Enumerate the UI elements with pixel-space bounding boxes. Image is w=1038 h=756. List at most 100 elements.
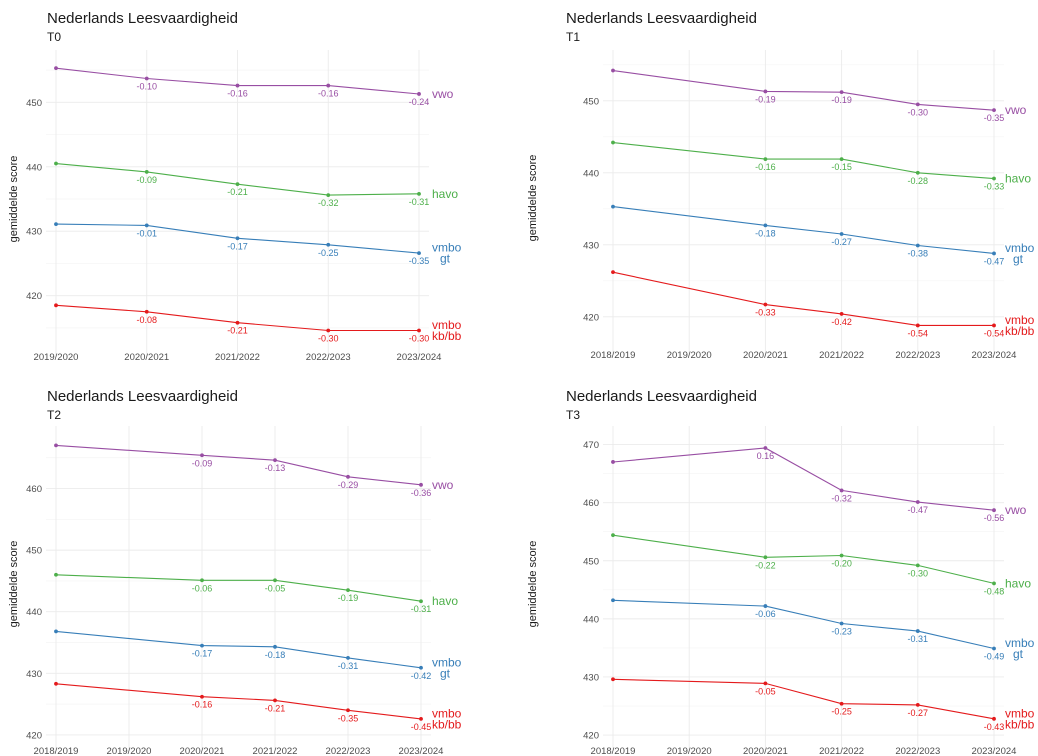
data-label: -0.45 xyxy=(411,722,432,732)
data-point xyxy=(54,629,58,634)
data-label: -0.30 xyxy=(318,333,339,343)
x-tick-label: 2022/2023 xyxy=(895,746,940,756)
data-point xyxy=(235,83,240,88)
data-label: -0.15 xyxy=(831,162,852,172)
data-point xyxy=(144,309,149,314)
data-point xyxy=(839,232,844,236)
data-label: -0.31 xyxy=(908,634,929,644)
series-line-vmbo-gt xyxy=(612,599,995,650)
x-tick-label: 2021/2022 xyxy=(253,746,298,756)
data-label: -0.33 xyxy=(755,308,776,318)
data-point xyxy=(992,646,996,651)
data-label: -0.05 xyxy=(265,583,286,593)
data-label: -0.20 xyxy=(831,559,852,569)
data-point xyxy=(200,578,204,583)
data-label: -0.32 xyxy=(831,493,852,503)
data-label: -0.21 xyxy=(227,326,248,336)
chart-panel-t2: 420 430 440 450 460 2018/2019 2019/2020 2020/20… xyxy=(0,378,519,756)
data-point xyxy=(915,323,920,328)
data-point xyxy=(992,716,996,721)
data-point xyxy=(992,108,996,113)
y-tick-label: 450 xyxy=(583,96,599,107)
data-label: 0.16 xyxy=(757,451,775,461)
data-point xyxy=(915,563,920,568)
data-label: -0.06 xyxy=(755,609,776,619)
series-label: vwo xyxy=(1005,503,1027,517)
y-tick-label: 440 xyxy=(26,607,42,618)
x-tick-label: 2020/2021 xyxy=(124,352,169,363)
data-label: -0.25 xyxy=(318,248,339,258)
data-point xyxy=(346,656,350,660)
data-point xyxy=(54,222,58,227)
data-point xyxy=(200,694,204,699)
data-label: -0.19 xyxy=(831,95,852,105)
series-line-vwo xyxy=(612,447,995,511)
chart-subtitle: T3 xyxy=(566,408,580,422)
x-tick-label: 2020/2021 xyxy=(743,746,788,756)
data-point xyxy=(54,66,58,71)
data-label: -0.01 xyxy=(136,228,157,238)
y-tick-label: 450 xyxy=(26,546,42,557)
y-tick-label: 430 xyxy=(583,240,599,251)
data-point xyxy=(839,312,844,316)
data-point xyxy=(417,328,421,333)
x-tick-label: 2019/2020 xyxy=(667,746,712,756)
data-point xyxy=(611,140,615,145)
chart-panel-t0: 420 430 440 450 2019/2020 2020/2021 2021/2022 2… xyxy=(0,0,519,378)
data-point xyxy=(915,243,920,248)
data-label: -0.16 xyxy=(755,162,776,172)
y-tick-label: 450 xyxy=(26,98,42,109)
data-label: -0.16 xyxy=(318,89,339,99)
data-point xyxy=(54,161,58,166)
data-label: -0.16 xyxy=(227,89,248,99)
data-label: -0.18 xyxy=(265,650,286,660)
data-label: -0.56 xyxy=(984,513,1005,523)
data-point xyxy=(200,643,204,648)
data-label: -0.49 xyxy=(984,652,1005,662)
data-point xyxy=(839,488,844,493)
data-label: -0.13 xyxy=(265,463,286,473)
series-label: havo xyxy=(432,187,458,201)
data-label: -0.17 xyxy=(192,649,213,659)
y-tick-label: 450 xyxy=(583,556,599,567)
x-tick-label: 2021/2022 xyxy=(819,746,864,756)
data-label: -0.21 xyxy=(227,187,248,197)
data-point xyxy=(273,698,277,703)
series-line-vwo xyxy=(55,444,422,486)
data-point xyxy=(915,500,920,504)
y-tick-label: 430 xyxy=(583,672,599,683)
series-label: vwo xyxy=(432,87,454,101)
y-tick-label: 440 xyxy=(26,162,42,173)
series-label: vmbo gt xyxy=(432,241,462,266)
x-tick-label: 2022/2023 xyxy=(306,352,351,363)
data-label: -0.47 xyxy=(908,505,929,515)
data-label: -0.19 xyxy=(755,94,776,104)
chart-title: Nederlands Leesvaardigheid xyxy=(566,388,757,405)
data-point xyxy=(235,182,240,187)
data-point xyxy=(419,599,423,604)
data-label: -0.54 xyxy=(908,328,929,338)
y-axis-label: gemiddelde score xyxy=(527,155,539,242)
x-tick-label: 2019/2020 xyxy=(107,746,152,756)
data-label: -0.09 xyxy=(136,175,157,185)
series-label: vmbo gt xyxy=(1005,241,1035,266)
data-point xyxy=(235,236,240,241)
chart-panel-t3: 420 430 440 450 460 470 2018/2019 2019/2020 2020… xyxy=(519,378,1038,756)
data-label: -0.27 xyxy=(831,237,852,247)
data-label: -0.25 xyxy=(831,707,852,717)
data-point xyxy=(54,681,58,686)
data-label: -0.30 xyxy=(409,333,430,343)
series-label: havo xyxy=(1005,576,1031,590)
series-line-vmbo-gt xyxy=(612,206,995,254)
data-label: -0.17 xyxy=(227,241,248,251)
data-label: -0.21 xyxy=(265,703,286,713)
data-point xyxy=(611,677,615,682)
series-line-vmbo-kb-bb xyxy=(612,271,994,326)
data-label: -0.28 xyxy=(908,176,929,186)
series-label: vmbo kb/bb xyxy=(1005,706,1035,731)
series-label: havo xyxy=(1005,172,1031,186)
data-label: -0.18 xyxy=(755,228,776,238)
x-tick-label: 2019/2020 xyxy=(667,350,712,361)
data-point xyxy=(273,644,277,649)
data-point xyxy=(611,270,615,275)
